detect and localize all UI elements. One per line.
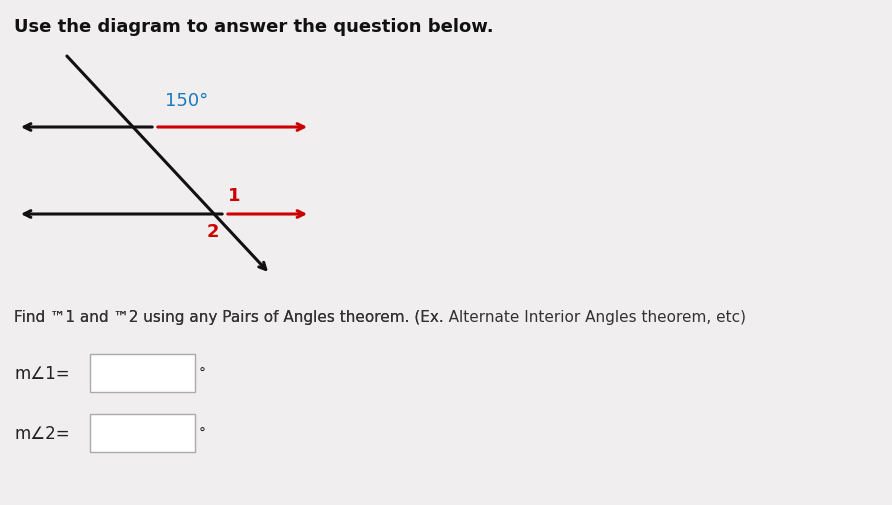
Text: m∠1=: m∠1= — [14, 364, 70, 382]
Text: Find ™1 and ™2 using any Pairs of Angles theorem. (Ex. Alternate Interior Angles: Find ™1 and ™2 using any Pairs of Angles… — [14, 310, 746, 324]
FancyBboxPatch shape — [90, 355, 195, 392]
Text: 1: 1 — [228, 187, 241, 205]
Text: 2: 2 — [207, 223, 219, 240]
Text: °: ° — [199, 426, 206, 440]
Text: Find ™1 and ™2 using any Pairs of Angles theorem. (Ex.: Find ™1 and ™2 using any Pairs of Angles… — [14, 310, 449, 324]
FancyBboxPatch shape — [90, 414, 195, 452]
Text: Use the diagram to answer the question below.: Use the diagram to answer the question b… — [14, 18, 493, 36]
Text: m∠2=: m∠2= — [14, 424, 70, 442]
Text: °: ° — [199, 366, 206, 380]
Text: 150°: 150° — [165, 92, 208, 110]
